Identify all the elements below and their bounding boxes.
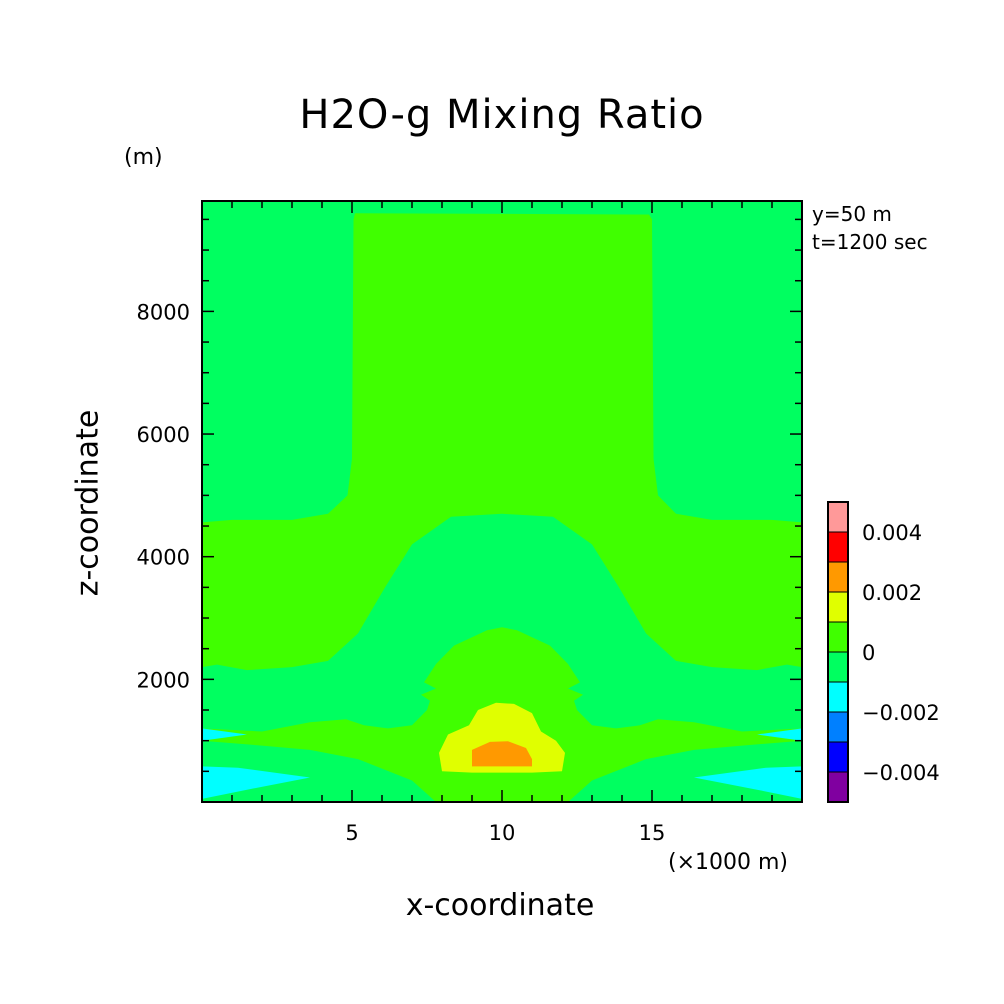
y-tick-label: 8000 — [137, 300, 190, 324]
chart-title: H2O-g Mixing Ratio — [299, 92, 705, 138]
x-tick-label: 10 — [489, 821, 516, 845]
colorbar: −0.004 −0.002 0 0.002 0.004 — [827, 501, 940, 803]
colorbar-border — [827, 501, 849, 803]
x-tick-label: 15 — [639, 821, 666, 845]
contour-plume-region — [202, 213, 802, 671]
colorbar-label: 0.002 — [862, 581, 922, 605]
colorbar-swatch — [827, 741, 849, 773]
contour-moist-core — [439, 702, 565, 773]
colorbar-swatch — [827, 621, 849, 653]
z-unit-label: (m) — [124, 145, 163, 170]
colorbar-label: −0.002 — [862, 701, 940, 725]
colorbar-swatch — [827, 651, 849, 683]
x-unit-label: (×1000 m) — [668, 850, 789, 875]
y-tick-label: 4000 — [137, 546, 190, 570]
y-tick-label: 6000 — [137, 423, 190, 447]
colorbar-swatch — [827, 681, 849, 713]
colorbar-swatch — [827, 531, 849, 563]
colorbar-swatch — [827, 591, 849, 623]
axis-ticks: 5 10 15 2000 4000 6000 8000 — [137, 201, 802, 845]
contour-peak-core — [472, 741, 532, 767]
y-tick-label: 2000 — [137, 668, 190, 692]
x-axis-label: x-coordinate — [405, 888, 595, 923]
contour-dry-edge-4 — [757, 728, 802, 741]
y-position-annotation: y=50 m — [812, 202, 892, 226]
colorbar-swatch — [827, 771, 849, 803]
colorbar-label: 0.004 — [862, 521, 922, 545]
contour-fill-layers — [202, 201, 802, 802]
x-tick-label: 5 — [345, 821, 358, 845]
contour-dry-edge-2 — [694, 766, 802, 799]
colorbar-swatch — [827, 711, 849, 743]
time-annotation: t=1200 sec — [812, 230, 928, 254]
colorbar-swatch — [827, 561, 849, 593]
contour-dry-edge-3 — [202, 728, 247, 741]
colorbar-label: −0.004 — [862, 761, 940, 785]
colorbar-swatch — [827, 501, 849, 533]
contour-dry-edge-1 — [202, 766, 310, 799]
colorbar-label: 0 — [862, 641, 875, 665]
